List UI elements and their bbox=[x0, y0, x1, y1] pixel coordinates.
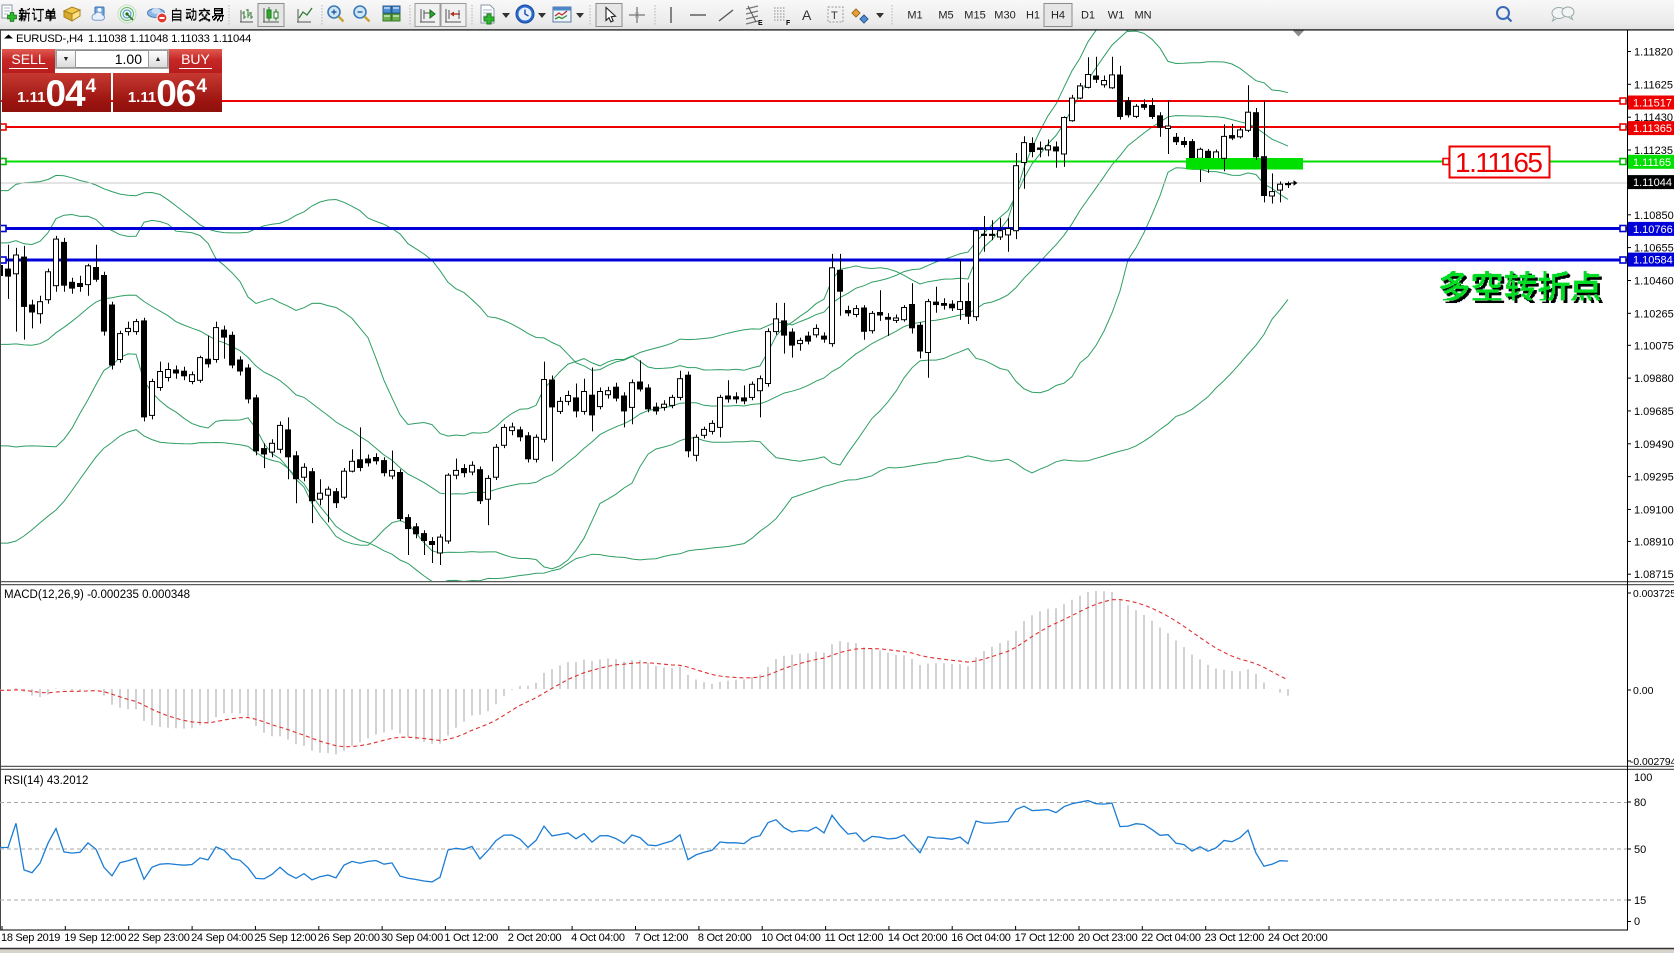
svg-text:MACD(12,26,9) -0.000235 0.0003: MACD(12,26,9) -0.000235 0.000348 bbox=[4, 589, 190, 601]
svg-text:100: 100 bbox=[1634, 772, 1652, 784]
svg-text:1.11365: 1.11365 bbox=[1633, 123, 1672, 135]
svg-text:18 Sep 2019: 18 Sep 2019 bbox=[1, 932, 60, 944]
svg-text:1.10766: 1.10766 bbox=[1633, 224, 1673, 236]
svg-text:H1: H1 bbox=[1026, 10, 1040, 22]
svg-text:10 Oct 04:00: 10 Oct 04:00 bbox=[761, 932, 821, 944]
svg-text:24 Sep 04:00: 24 Sep 04:00 bbox=[191, 932, 253, 944]
svg-text:1.10850: 1.10850 bbox=[1634, 210, 1674, 222]
svg-text:-0.002794: -0.002794 bbox=[1630, 757, 1674, 768]
svg-text:4 Oct 04:00: 4 Oct 04:00 bbox=[571, 932, 625, 944]
svg-text:RSI(14) 43.2012: RSI(14) 43.2012 bbox=[4, 775, 88, 787]
svg-text:F: F bbox=[786, 20, 791, 27]
svg-text:30 Sep 04:00: 30 Sep 04:00 bbox=[381, 932, 443, 944]
svg-text:2 Oct 20:00: 2 Oct 20:00 bbox=[508, 932, 562, 944]
svg-text:22 Oct 04:00: 22 Oct 04:00 bbox=[1141, 932, 1201, 944]
svg-text:1.10460: 1.10460 bbox=[1634, 276, 1674, 288]
svg-text:E: E bbox=[758, 20, 763, 27]
svg-text:1.08715: 1.08715 bbox=[1634, 569, 1674, 581]
svg-text:20 Oct 23:00: 20 Oct 23:00 bbox=[1078, 932, 1138, 944]
svg-text:11 Oct 12:00: 11 Oct 12:00 bbox=[825, 932, 884, 944]
svg-text:1.10075: 1.10075 bbox=[1634, 340, 1674, 352]
svg-text:D1: D1 bbox=[1081, 10, 1095, 22]
svg-text:1.11625: 1.11625 bbox=[1634, 79, 1673, 91]
svg-text:1.11044: 1.11044 bbox=[1633, 177, 1672, 189]
svg-text:1.11165: 1.11165 bbox=[1633, 157, 1671, 169]
svg-text:1.11235: 1.11235 bbox=[1634, 145, 1673, 157]
svg-text:1.09685: 1.09685 bbox=[1634, 406, 1674, 418]
svg-text:1.11038 1.11048 1.11033 1.1104: 1.11038 1.11048 1.11033 1.11044 bbox=[88, 33, 251, 45]
svg-text:7 Oct 12:00: 7 Oct 12:00 bbox=[635, 932, 689, 944]
svg-text:1.09295: 1.09295 bbox=[1634, 472, 1674, 484]
svg-text:M1: M1 bbox=[907, 10, 922, 22]
svg-text:EURUSD-,H4: EURUSD-,H4 bbox=[16, 33, 83, 45]
svg-text:0: 0 bbox=[1634, 916, 1640, 928]
svg-text:15: 15 bbox=[1634, 895, 1646, 907]
svg-text:1.09490: 1.09490 bbox=[1634, 439, 1674, 451]
svg-text:0.003725: 0.003725 bbox=[1633, 589, 1674, 600]
svg-text:50: 50 bbox=[1634, 844, 1646, 856]
svg-text:1.10655: 1.10655 bbox=[1634, 243, 1674, 255]
svg-text:1.11165: 1.11165 bbox=[1455, 147, 1543, 178]
svg-text:1 Oct 12:00: 1 Oct 12:00 bbox=[444, 932, 498, 944]
svg-text:M5: M5 bbox=[938, 10, 953, 22]
svg-text:T: T bbox=[831, 10, 838, 22]
svg-text:23 Oct 12:00: 23 Oct 12:00 bbox=[1205, 932, 1265, 944]
svg-text:24 Oct 20:00: 24 Oct 20:00 bbox=[1268, 932, 1328, 944]
svg-text:22 Sep 23:00: 22 Sep 23:00 bbox=[128, 932, 190, 944]
svg-text:1.08910: 1.08910 bbox=[1634, 536, 1674, 548]
svg-text:80: 80 bbox=[1634, 797, 1646, 809]
svg-text:MN: MN bbox=[1134, 10, 1151, 22]
svg-text:19 Sep 12:00: 19 Sep 12:00 bbox=[64, 932, 126, 944]
svg-text:25 Sep 12:00: 25 Sep 12:00 bbox=[254, 932, 316, 944]
svg-text:1.11820: 1.11820 bbox=[1634, 47, 1673, 59]
svg-text:14 Oct 20:00: 14 Oct 20:00 bbox=[888, 932, 948, 944]
svg-text:1.10265: 1.10265 bbox=[1634, 308, 1674, 320]
svg-text:M30: M30 bbox=[994, 10, 1015, 22]
svg-text:W1: W1 bbox=[1108, 10, 1125, 22]
svg-text:1.09100: 1.09100 bbox=[1634, 504, 1674, 516]
svg-text:26 Sep 20:00: 26 Sep 20:00 bbox=[318, 932, 380, 944]
svg-text:M15: M15 bbox=[964, 10, 985, 22]
svg-text:H4: H4 bbox=[1051, 10, 1065, 22]
svg-text:1.11517: 1.11517 bbox=[1633, 98, 1672, 110]
svg-text:17 Oct 12:00: 17 Oct 12:00 bbox=[1015, 932, 1075, 944]
svg-text:16 Oct 04:00: 16 Oct 04:00 bbox=[951, 932, 1011, 944]
svg-text:A: A bbox=[802, 7, 812, 23]
svg-text:1.10584: 1.10584 bbox=[1633, 255, 1673, 267]
svg-text:8 Oct 20:00: 8 Oct 20:00 bbox=[698, 932, 752, 944]
svg-text:1.09880: 1.09880 bbox=[1634, 373, 1674, 385]
svg-text:0.00: 0.00 bbox=[1633, 685, 1654, 697]
